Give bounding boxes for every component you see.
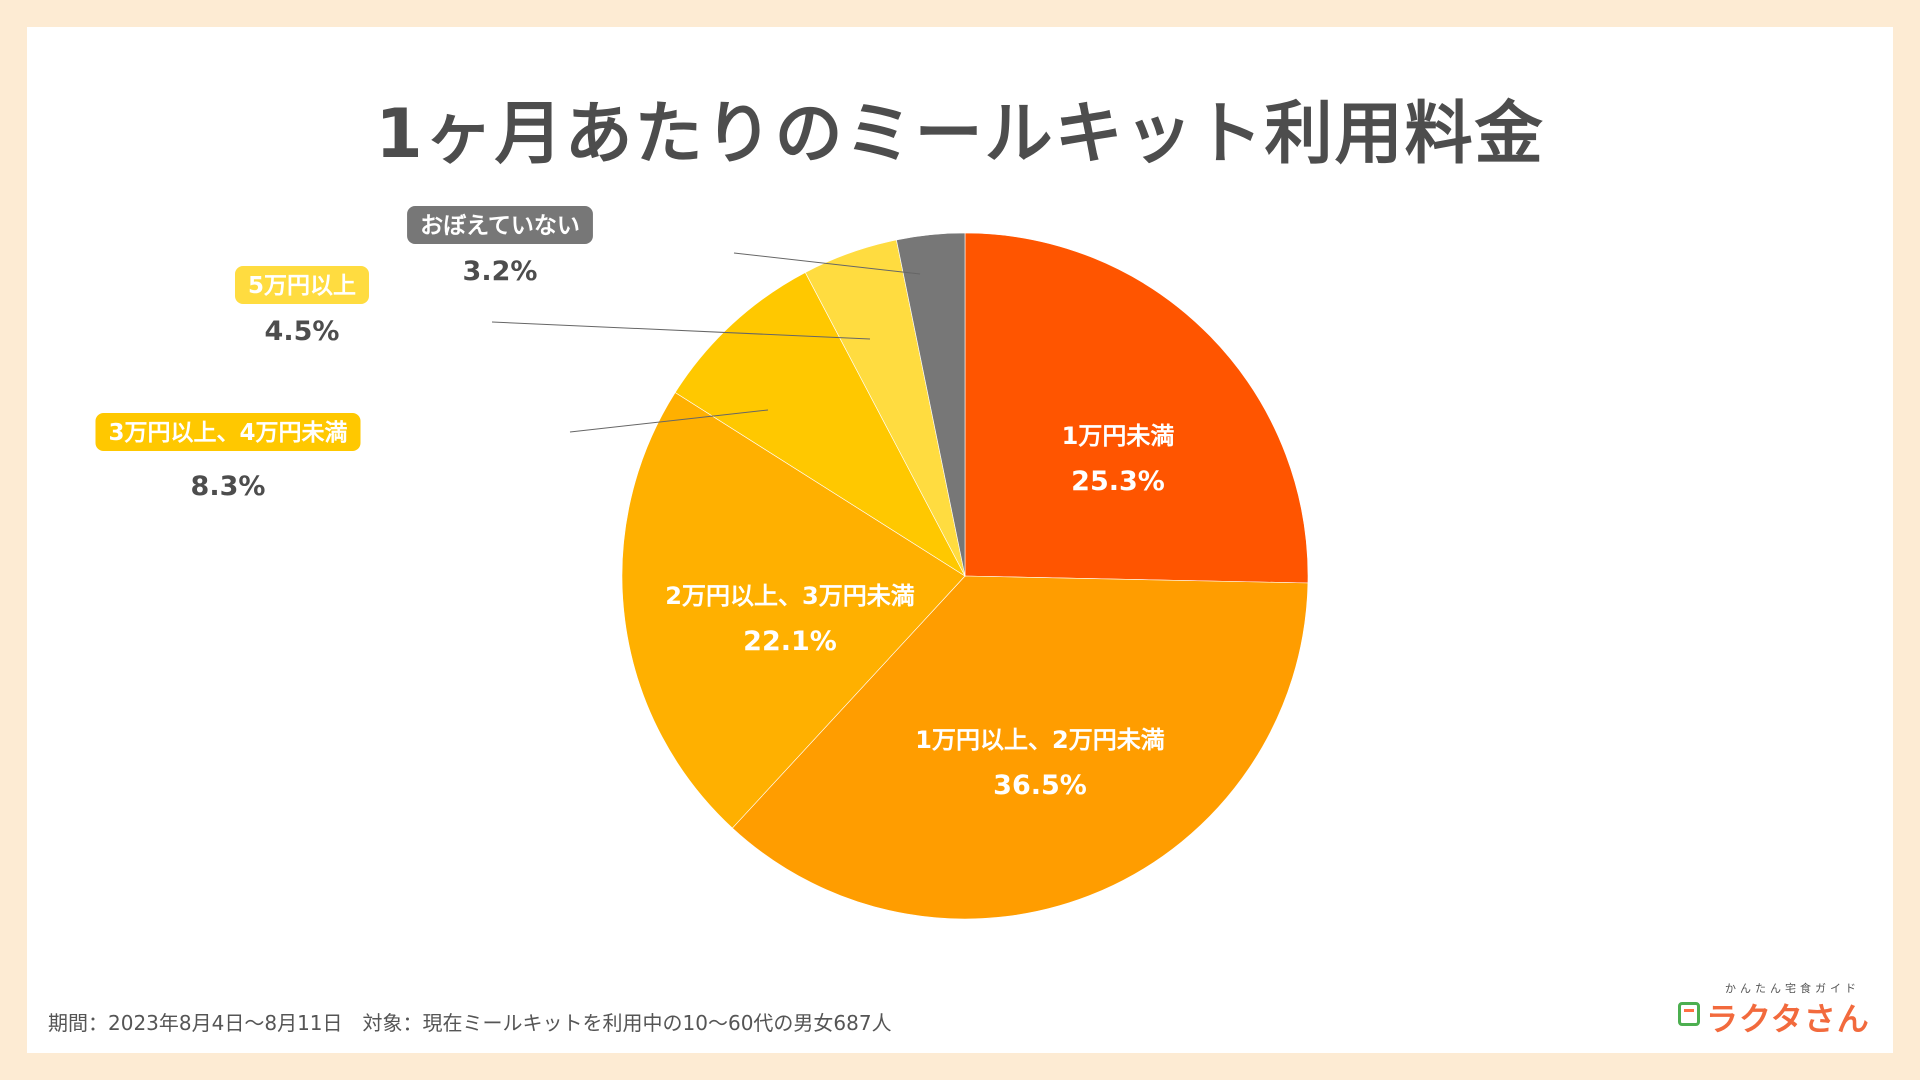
- slice-6-leader-line: [733, 252, 921, 275]
- survey-footnote: 期間：2023年8月4日〜8月11日 対象：現在ミールキットを利用中の10〜60…: [48, 1011, 892, 1035]
- brand-mark-icon: [1678, 1002, 1700, 1026]
- slice-6-value: 3.2%: [463, 256, 538, 287]
- slice-1-label: 1万円未満: [1062, 422, 1175, 450]
- slice-4-leader-line: [569, 409, 769, 433]
- slice-4-wedge: [674, 272, 966, 577]
- callout-leader-lines: [491, 252, 921, 433]
- slice-1-wedge: [964, 232, 1309, 584]
- chart-title: 1ヶ月あたりのミールキット利用料金: [375, 95, 1545, 174]
- slice-3-label: 2万円以上、3万円未満: [665, 582, 914, 610]
- slice-2-wedge: [731, 575, 1309, 920]
- slice-labels: 1万円未満 25.3% 1万円以上、2万円未満 36.5% 2万円以上、3万円未満 22.…: [95, 206, 1174, 801]
- slice-5-label-pill: [234, 266, 370, 304]
- brand-tagline: かんたん宅食ガイド: [1725, 982, 1860, 995]
- slice-4-label: 3万円以上、4万円未満: [108, 420, 347, 446]
- slice-4-label-pill: [95, 413, 361, 451]
- slice-6-label: おぼえていない: [420, 213, 580, 239]
- slice-3-wedge: [621, 392, 966, 829]
- slice-5-value: 4.5%: [265, 316, 340, 347]
- slice-2-value: 36.5%: [993, 770, 1087, 801]
- slice-5-label: 5万円以上: [248, 273, 356, 299]
- brand-name: ラクタさん: [1706, 1000, 1870, 1038]
- slice-1-value: 25.3%: [1071, 466, 1165, 497]
- slice-3-value: 22.1%: [743, 626, 837, 657]
- pie-slices: [621, 232, 1309, 920]
- slice-6-label-pill: [407, 206, 593, 244]
- slice-6-wedge: [896, 232, 966, 577]
- slice-5-leader-line: [491, 321, 871, 340]
- brand-logo: かんたん宅食ガイド ラクタさん: [1672, 976, 1882, 1038]
- slice-2-label: 1万円以上、2万円未満: [915, 726, 1164, 754]
- slice-4-value: 8.3%: [191, 471, 266, 502]
